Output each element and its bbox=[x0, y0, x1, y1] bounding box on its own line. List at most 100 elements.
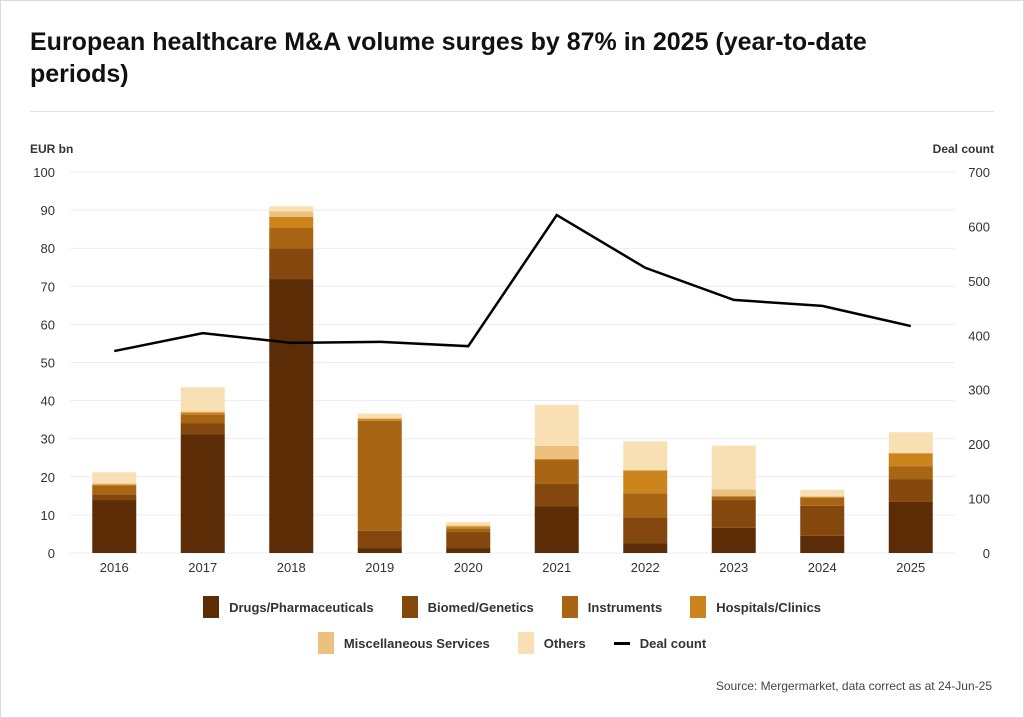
y2-tick-label: 600 bbox=[968, 219, 990, 234]
bar-segment bbox=[180, 423, 225, 435]
bar-segment bbox=[711, 500, 756, 528]
bar-segment bbox=[269, 228, 314, 249]
bar-segment bbox=[446, 526, 491, 529]
y2-tick-label: 500 bbox=[968, 274, 990, 289]
y-axis-title: EUR bn bbox=[30, 142, 73, 156]
legend-label: Miscellaneous Services bbox=[343, 635, 490, 651]
legend-swatch bbox=[317, 632, 334, 654]
bar-segment bbox=[357, 418, 402, 421]
y2-tick-label: 100 bbox=[968, 492, 990, 507]
legend-row: Drugs/Pharmaceuticals Biomed/Genetics Inst… bbox=[0, 596, 1024, 618]
bar-segment bbox=[357, 413, 402, 418]
legend-label: Drugs/Pharmaceuticals bbox=[229, 599, 374, 615]
y-tick-label: 80 bbox=[41, 241, 55, 256]
bar-segment bbox=[800, 489, 845, 497]
bar-segment bbox=[623, 543, 668, 553]
title-divider bbox=[30, 111, 994, 112]
bar-segment bbox=[92, 483, 137, 485]
legend-swatch bbox=[517, 632, 534, 654]
bar-segment bbox=[534, 506, 579, 553]
legend-label: Biomed/Genetics bbox=[427, 599, 534, 615]
bar-segment bbox=[446, 522, 491, 526]
bar-segment bbox=[711, 527, 756, 553]
x-tick-label: 2024 bbox=[808, 560, 837, 575]
legend-item: Hospitals/Clinics bbox=[690, 596, 821, 618]
tick-labels: 0 10 20 30 40 50 60 70 80 90 100 0 100 200 300 400 500 60… bbox=[33, 165, 990, 575]
y2-tick-label: 300 bbox=[968, 383, 990, 398]
bar-segment bbox=[623, 441, 668, 471]
legend-item: Drugs/Pharmaceuticals bbox=[203, 596, 374, 618]
bar-segment bbox=[92, 494, 137, 501]
y-tick-label: 50 bbox=[41, 356, 55, 371]
x-tick-label: 2025 bbox=[896, 560, 925, 575]
legend-item: Instruments bbox=[561, 596, 663, 618]
legend-swatch bbox=[401, 596, 418, 618]
bars bbox=[92, 206, 933, 553]
bar-segment bbox=[446, 532, 491, 549]
bar-segment bbox=[180, 387, 225, 412]
legend-swatch bbox=[203, 596, 220, 618]
x-tick-label: 2016 bbox=[100, 560, 129, 575]
legend-label: Instruments bbox=[587, 599, 663, 615]
y-tick-label: 90 bbox=[41, 203, 55, 218]
bar-segment bbox=[446, 528, 491, 533]
x-tick-label: 2019 bbox=[365, 560, 394, 575]
bar-segment bbox=[623, 517, 668, 544]
bar-segment bbox=[357, 417, 402, 419]
bar-segment bbox=[711, 489, 756, 497]
x-tick-label: 2020 bbox=[454, 560, 483, 575]
source-note: Source: Mergermarket, data correct as at… bbox=[715, 679, 992, 693]
legend: Drugs/Pharmaceuticals Biomed/Genetics Inst… bbox=[0, 596, 1024, 668]
y2-tick-label: 700 bbox=[968, 165, 990, 180]
legend-swatch bbox=[561, 596, 578, 618]
bar-segment bbox=[534, 404, 579, 446]
y-tick-label: 60 bbox=[41, 317, 55, 332]
bar-segment bbox=[269, 211, 314, 217]
bar-segment bbox=[269, 248, 314, 280]
x-tick-label: 2021 bbox=[542, 560, 571, 575]
bar-segment bbox=[534, 458, 579, 461]
bar-segment bbox=[92, 484, 137, 486]
x-tick-label: 2018 bbox=[277, 560, 306, 575]
bar-segment bbox=[357, 420, 402, 531]
bar-segment bbox=[180, 434, 225, 553]
bar-segment bbox=[623, 493, 668, 518]
legend-row: Miscellaneous Services Others Deal count bbox=[0, 632, 1024, 654]
bar-segment bbox=[269, 279, 314, 553]
bar-segment bbox=[800, 497, 845, 506]
legend-label: Others bbox=[543, 635, 586, 651]
bar-segment bbox=[800, 535, 845, 553]
bar-segment bbox=[534, 460, 579, 485]
bar-segment bbox=[800, 505, 845, 536]
legend-label: Hospitals/Clinics bbox=[716, 599, 821, 615]
bar-segment bbox=[800, 496, 845, 498]
x-tick-label: 2017 bbox=[188, 560, 217, 575]
bar-segment bbox=[92, 485, 137, 495]
deal-count-line-group bbox=[114, 213, 912, 353]
bar-segment bbox=[269, 216, 314, 229]
bar-segment bbox=[623, 470, 668, 494]
chart-title: European healthcare M&A volume surges by… bbox=[30, 28, 867, 88]
bar-segment bbox=[888, 432, 933, 454]
legend-label: Deal count bbox=[639, 635, 707, 651]
bar-segment bbox=[534, 445, 579, 459]
legend-item: Deal count bbox=[613, 635, 707, 651]
bar-segment bbox=[180, 412, 225, 415]
bar-segment bbox=[180, 411, 225, 413]
x-tick-label: 2022 bbox=[631, 560, 660, 575]
bar-segment bbox=[711, 496, 756, 501]
y2-tick-label: 400 bbox=[968, 328, 990, 343]
bar-segment bbox=[711, 445, 756, 490]
gridlines bbox=[70, 171, 955, 554]
y-tick-label: 30 bbox=[41, 432, 55, 447]
chart-svg: 0 10 20 30 40 50 60 70 80 90 100 0 100 200 300 400 500 60… bbox=[30, 142, 994, 575]
y-tick-label: 40 bbox=[41, 394, 55, 409]
bar-segment bbox=[357, 530, 402, 549]
bar-segment bbox=[888, 501, 933, 553]
y2-tick-label: 200 bbox=[968, 437, 990, 452]
deal-count-line bbox=[114, 213, 912, 353]
legend-swatch bbox=[690, 596, 707, 618]
bar-segment bbox=[180, 414, 225, 424]
legend-item: Others bbox=[517, 632, 586, 654]
y-tick-label: 10 bbox=[41, 508, 55, 523]
